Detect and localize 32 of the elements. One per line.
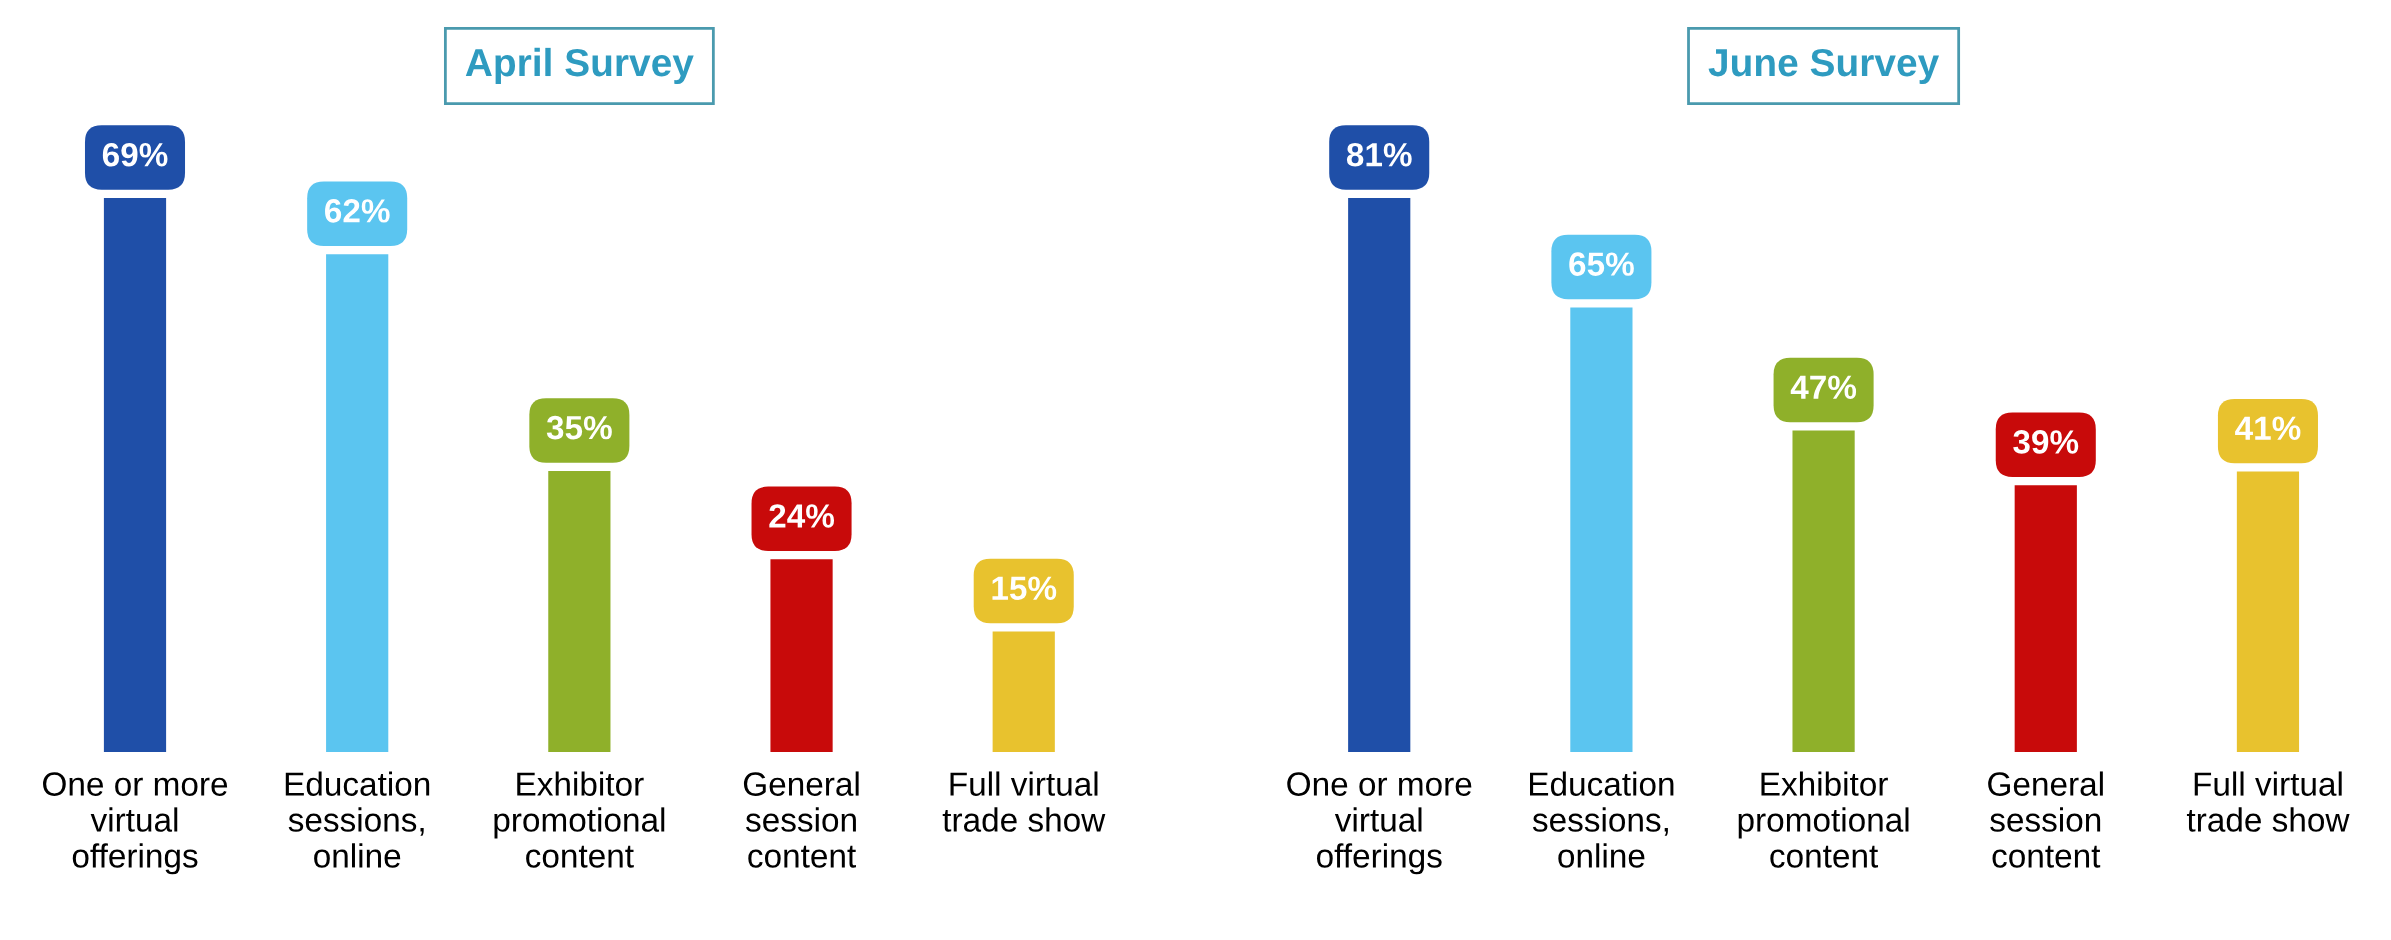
data-label: 39% — [2013, 430, 2079, 454]
bar — [548, 471, 611, 752]
bar — [992, 631, 1055, 752]
bar — [2236, 471, 2300, 752]
x-tick-label: Full virtual trade show — [2186, 771, 2350, 832]
data-label: 69% — [102, 142, 168, 167]
x-tick-label: General session content — [1988, 771, 2103, 868]
data-label: 41% — [2235, 416, 2301, 440]
bar — [2014, 485, 2077, 752]
chart-title: April Survey — [465, 47, 694, 85]
x-tick-label: General session content — [743, 771, 859, 868]
data-label: 62% — [325, 199, 390, 223]
x-tick-label: One or more virtual offerings — [43, 772, 228, 875]
x-tick-label: One or more virtual offerings — [1287, 772, 1472, 875]
bar — [326, 254, 389, 752]
x-tick-label: Exhibitor promotional content — [1738, 771, 1909, 868]
data-label: 35% — [546, 415, 612, 440]
x-tick-label: Exhibitor promotional content — [494, 771, 665, 868]
x-tick-label: Education sessions, online — [285, 771, 430, 868]
data-label: 15% — [992, 576, 1057, 600]
bar — [1792, 430, 1855, 752]
data-label: 24% — [769, 504, 835, 528]
data-label: 81% — [1346, 142, 1412, 167]
chart-title: June Survey — [1708, 48, 1940, 85]
data-label: 47% — [1790, 375, 1857, 399]
x-tick-label: Full virtual trade show — [942, 771, 1106, 832]
data-label: 65% — [1569, 252, 1634, 276]
bar — [103, 198, 167, 752]
bar — [1348, 198, 1411, 752]
bar — [770, 559, 833, 752]
x-tick-label: Education sessions, online — [1530, 771, 1674, 868]
bar — [1570, 307, 1633, 752]
